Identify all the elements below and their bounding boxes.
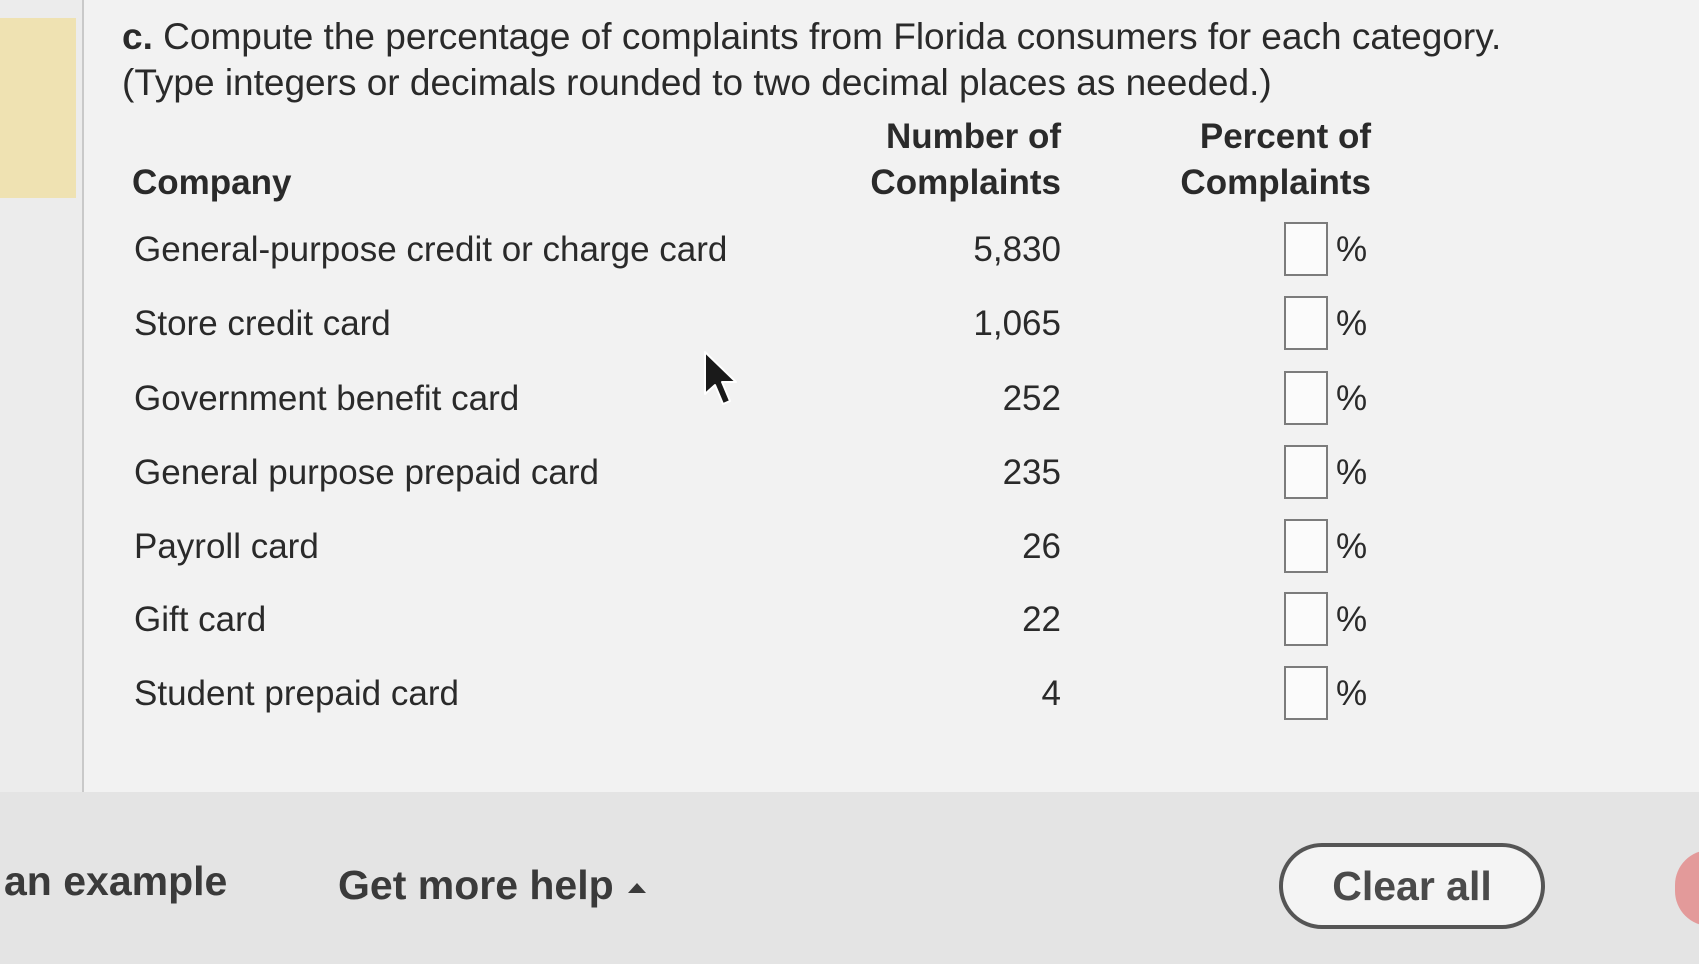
complaints-value: 252 — [1002, 379, 1061, 418]
question-instruction: (Type integers or decimals rounded to tw… — [122, 62, 1272, 103]
get-more-help-label: Get more help — [338, 862, 614, 908]
view-example-link[interactable]: an example — [4, 858, 228, 904]
percent-answer-input[interactable] — [1284, 519, 1328, 573]
header-percent-of-complaints: Percent of Complaints — [1180, 114, 1371, 206]
percent-answer-input[interactable] — [1284, 445, 1328, 499]
category-label: Government benefit card — [134, 379, 520, 418]
table-row: Student prepaid card 4 % — [0, 666, 1699, 726]
percent-answer-input[interactable] — [1284, 222, 1328, 276]
percent-sign: % — [1336, 379, 1368, 418]
complaints-value: 26 — [1022, 527, 1061, 566]
header-company: Company — [132, 163, 292, 202]
percent-sign: % — [1336, 453, 1368, 492]
question-accent-strip — [0, 18, 76, 198]
category-label: Payroll card — [134, 527, 319, 566]
table-row: Store credit card 1,065 % — [0, 296, 1699, 356]
mouse-pointer-icon — [704, 351, 737, 405]
header-percent-line-2: Complaints — [1180, 163, 1371, 202]
question-line-1: c. Compute the percentage of complaints … — [122, 14, 1501, 60]
caret-up-icon — [627, 883, 646, 894]
percent-sign: % — [1336, 600, 1368, 639]
table-row: Payroll card 26 % — [0, 519, 1699, 579]
clear-all-button[interactable]: Clear all — [1279, 843, 1545, 929]
complaints-value: 5,830 — [973, 230, 1061, 269]
header-number-line-2: Complaints — [870, 163, 1061, 202]
table-row: Gift card 22 % — [0, 592, 1699, 652]
percent-sign: % — [1336, 304, 1368, 343]
category-label: Gift card — [134, 600, 267, 639]
category-label: Student prepaid card — [134, 674, 459, 713]
complaints-value: 4 — [1041, 674, 1061, 713]
percent-sign: % — [1336, 230, 1368, 269]
question-prompt: Compute the percentage of complaints fro… — [163, 16, 1502, 57]
header-percent-line-1: Percent of — [1199, 117, 1371, 156]
percent-answer-input[interactable] — [1284, 666, 1328, 720]
category-label: General purpose prepaid card — [134, 453, 600, 492]
category-label: General-purpose credit or charge card — [134, 230, 728, 269]
table-row: Government benefit card 252 % — [0, 371, 1699, 431]
question-label: c. — [122, 16, 153, 57]
percent-sign: % — [1336, 527, 1368, 566]
complaints-value: 235 — [1002, 453, 1061, 492]
header-number-of-complaints: Number of Complaints — [870, 114, 1061, 206]
table-row: General purpose prepaid card 235 % — [0, 445, 1699, 505]
complaints-value: 22 — [1022, 600, 1061, 639]
percent-answer-input[interactable] — [1284, 296, 1328, 350]
question-text: c. Compute the percentage of complaints … — [122, 14, 1501, 106]
header-number-line-1: Number of — [886, 117, 1061, 156]
category-label: Store credit card — [134, 304, 391, 343]
percent-sign: % — [1336, 674, 1368, 713]
percent-answer-input[interactable] — [1284, 592, 1328, 646]
question-panel — [82, 0, 1699, 792]
get-more-help-link[interactable]: Get more help — [338, 862, 646, 909]
complaints-value: 1,065 — [973, 304, 1061, 343]
percent-answer-input[interactable] — [1284, 371, 1328, 425]
table-row: General-purpose credit or charge card 5,… — [0, 222, 1699, 282]
